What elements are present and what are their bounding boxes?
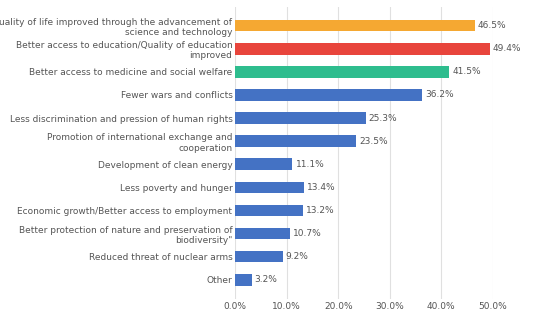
- Bar: [235, 89, 422, 101]
- Bar: [235, 251, 283, 262]
- Bar: [235, 205, 303, 216]
- Text: 10.7%: 10.7%: [293, 229, 322, 238]
- Bar: [235, 158, 292, 170]
- Text: 36.2%: 36.2%: [425, 91, 454, 100]
- Bar: [235, 66, 449, 78]
- Bar: [235, 228, 290, 239]
- Text: 41.5%: 41.5%: [452, 67, 480, 76]
- Text: 3.2%: 3.2%: [255, 275, 278, 284]
- Bar: [235, 182, 304, 193]
- Text: 25.3%: 25.3%: [368, 114, 397, 123]
- Text: 13.4%: 13.4%: [307, 183, 336, 192]
- Text: 49.4%: 49.4%: [493, 44, 521, 53]
- Bar: [235, 135, 356, 147]
- Bar: [235, 274, 251, 286]
- Text: 23.5%: 23.5%: [360, 137, 388, 146]
- Text: 46.5%: 46.5%: [478, 21, 506, 30]
- Bar: [235, 20, 475, 32]
- Bar: [235, 43, 489, 54]
- Text: 9.2%: 9.2%: [286, 252, 309, 261]
- Text: 11.1%: 11.1%: [296, 160, 324, 169]
- Text: 13.2%: 13.2%: [306, 206, 335, 215]
- Bar: [235, 112, 366, 124]
